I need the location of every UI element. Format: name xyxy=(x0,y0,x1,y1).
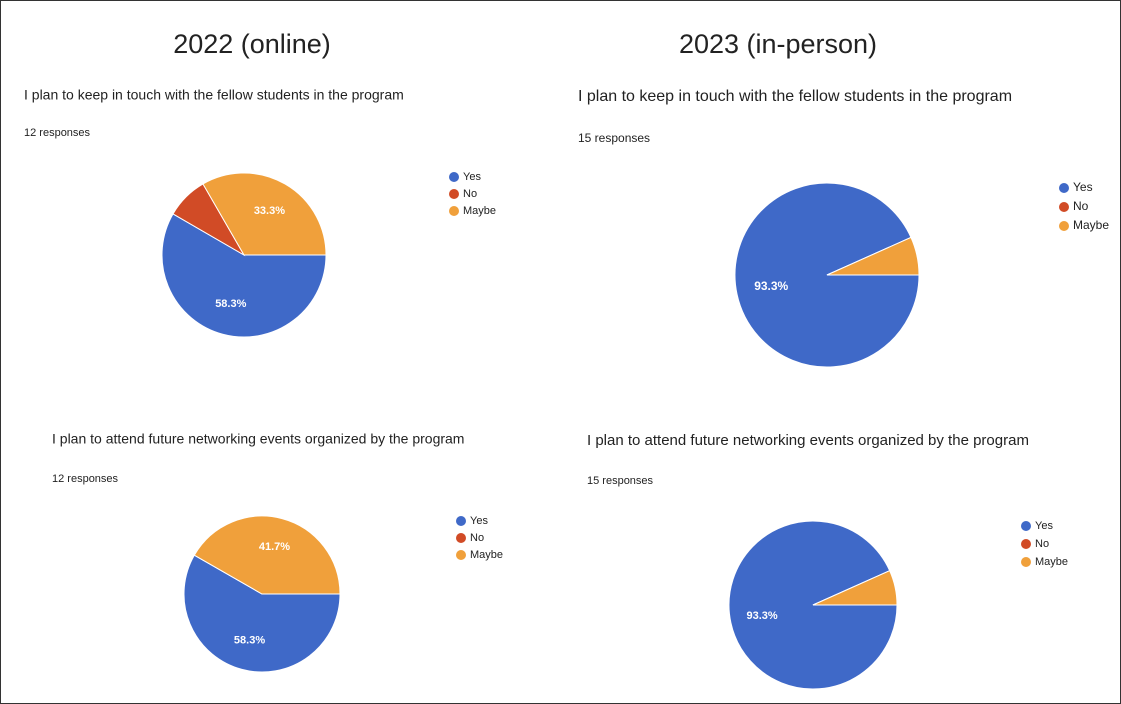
legend-label: Yes xyxy=(1035,520,1053,532)
legend-label: No xyxy=(470,532,484,544)
legend-label: Yes xyxy=(463,171,481,183)
pie-slice xyxy=(812,570,898,606)
legend-swatch xyxy=(456,550,466,560)
pie-slice xyxy=(193,515,341,595)
legend-label: Maybe xyxy=(1035,556,1068,568)
slice-label: 33.3% xyxy=(254,205,285,217)
response-count: 12 responses xyxy=(52,473,119,485)
response-count: 15 responses xyxy=(587,475,654,487)
legend-label: Yes xyxy=(1073,180,1093,194)
chart-title: I plan to keep in touch with the fellow … xyxy=(578,88,1012,105)
legend-label: No xyxy=(463,188,477,200)
legend-swatch xyxy=(1021,521,1031,531)
legend-label: Yes xyxy=(470,515,488,527)
legend-label: Maybe xyxy=(1073,218,1109,232)
legend-swatch xyxy=(1059,183,1069,193)
column-heading: 2022 (online) xyxy=(173,29,331,59)
pie-slice xyxy=(183,554,341,673)
chart-title: I plan to keep in touch with the fellow … xyxy=(24,87,404,103)
pie-slice xyxy=(202,172,327,256)
response-count: 15 responses xyxy=(578,131,650,145)
legend-label: No xyxy=(1035,538,1049,550)
legend-swatch xyxy=(1021,557,1031,567)
legend-swatch xyxy=(456,533,466,543)
legend-swatch xyxy=(1021,539,1031,549)
response-count: 12 responses xyxy=(24,127,91,139)
slice-label: 93.3% xyxy=(754,279,788,293)
slice-label: 93.3% xyxy=(746,610,777,622)
legend-swatch xyxy=(449,206,459,216)
chart-title: I plan to attend future networking event… xyxy=(587,432,1029,449)
legend-label: Maybe xyxy=(463,205,496,217)
column-heading: 2023 (in-person) xyxy=(679,29,877,59)
legend-swatch xyxy=(456,516,466,526)
legend-label: No xyxy=(1073,199,1089,213)
legend-swatch xyxy=(1059,202,1069,212)
legend-swatch xyxy=(449,172,459,182)
pie-slice xyxy=(161,213,327,338)
chart-title: I plan to attend future networking event… xyxy=(52,431,464,447)
slice-label: 41.7% xyxy=(259,541,290,553)
legend-label: Maybe xyxy=(470,549,503,561)
slice-label: 58.3% xyxy=(215,298,246,310)
pie-slice xyxy=(826,236,920,276)
legend-swatch xyxy=(1059,221,1069,231)
legend-swatch xyxy=(449,189,459,199)
slice-label: 58.3% xyxy=(234,635,265,647)
